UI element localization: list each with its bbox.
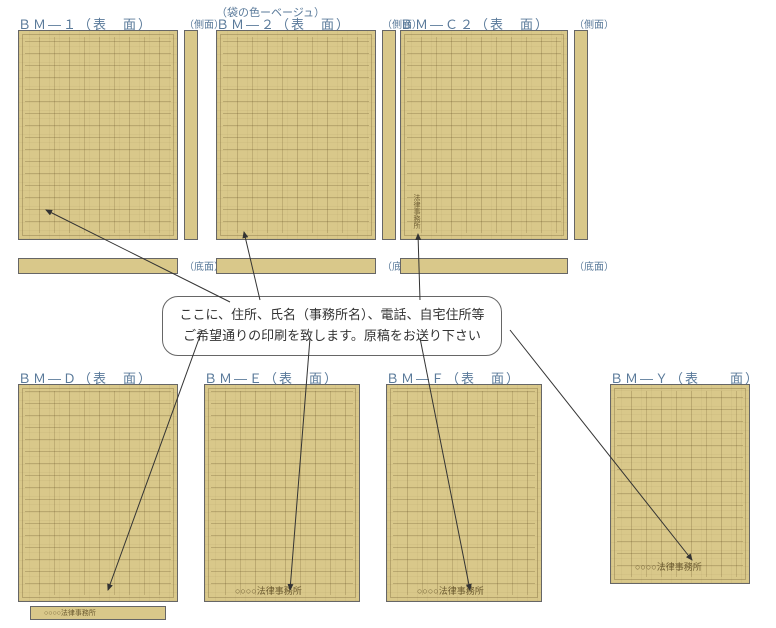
bmc2-bottom-strip — [400, 258, 568, 274]
bm1-bottom-strip — [18, 258, 178, 274]
bmc2-office: 法律事務所 — [411, 194, 421, 229]
bmf-office: ○○○○法律事務所 — [417, 584, 484, 597]
bmd-office: ○○○○法律事務所 — [44, 608, 96, 618]
callout-line2: ご希望通りの印刷を致します。原稿をお送り下さい — [179, 326, 485, 347]
bm1-side-strip — [184, 30, 198, 240]
bmy-sheet: ○○○○法律事務所 — [610, 384, 750, 584]
bm1-sheet — [18, 30, 178, 240]
bm2-sheet — [216, 30, 376, 240]
bmc2-side-strip — [574, 30, 588, 240]
side-label-2: （側面） — [382, 16, 422, 31]
bottom-label-3: （底面） — [574, 258, 614, 273]
bme-sheet: ○○○○法律事務所 — [204, 384, 360, 602]
bm2-side-strip — [382, 30, 396, 240]
bme-office: ○○○○法律事務所 — [235, 584, 302, 597]
side-label-3: （側面） — [574, 16, 614, 31]
callout-line1: ここに、住所、氏名（事務所名）、電話、自宅住所等 — [179, 305, 485, 326]
bmc2-sheet: 法律事務所 — [400, 30, 568, 240]
side-label-1: （側面） — [184, 16, 224, 31]
instruction-callout: ここに、住所、氏名（事務所名）、電話、自宅住所等 ご希望通りの印刷を致します。原… — [162, 296, 502, 356]
bmd-sheet — [18, 384, 178, 602]
bmf-sheet: ○○○○法律事務所 — [386, 384, 542, 602]
bm2-bottom-strip — [216, 258, 376, 274]
bmy-office: ○○○○法律事務所 — [635, 560, 702, 573]
